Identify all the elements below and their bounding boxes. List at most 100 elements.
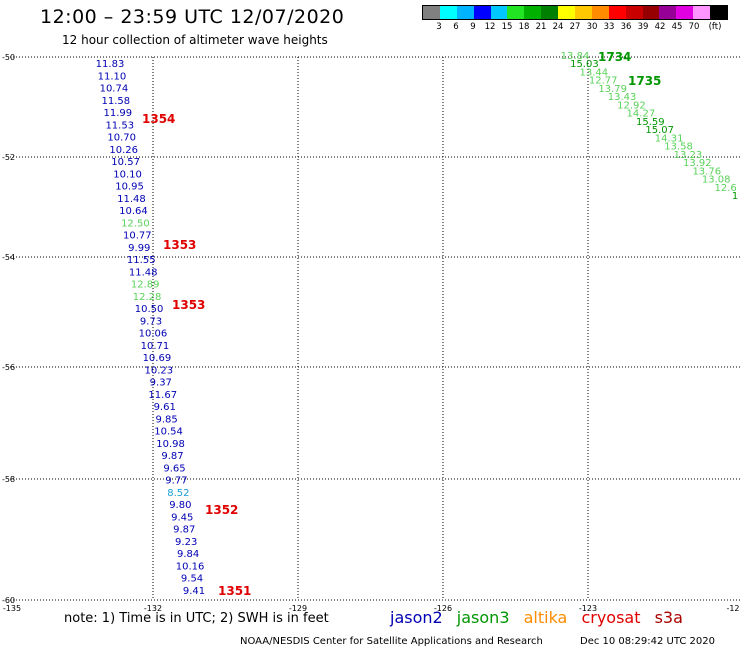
wave-height-label: 12.89 — [131, 280, 160, 291]
satellite-cryosat: cryosat — [581, 608, 641, 627]
wave-height-label: 10.23 — [145, 365, 174, 376]
wave-height-label: 11.67 — [148, 390, 177, 401]
legend-swatch — [490, 6, 508, 19]
satellite-altika: altika — [523, 608, 568, 627]
wave-height-label: 13.58 — [664, 142, 693, 153]
wave-height-label: 10.71 — [141, 341, 170, 352]
wave-height-label: 12.92 — [617, 100, 646, 111]
y-tick-label: -52 — [2, 153, 15, 162]
credit-text: NOAA/NESDIS Center for Satellite Applica… — [240, 636, 543, 647]
wave-height-label: 13.79 — [598, 84, 627, 95]
time-label: 1352 — [205, 503, 238, 517]
y-tick-label: -58 — [2, 475, 15, 484]
legend-label: 70 — [688, 22, 700, 32]
wave-height-label: 9.87 — [173, 525, 195, 536]
wave-height-label: 9.85 — [156, 414, 178, 425]
legend-swatch — [710, 6, 728, 19]
wave-height-label: 15.59 — [636, 117, 665, 128]
wave-height-label: 9.80 — [169, 500, 191, 511]
wave-height-label: 13.23 — [674, 150, 703, 161]
wave-height-label: 9.54 — [181, 574, 203, 585]
wave-height-label: 12.77 — [589, 76, 618, 87]
y-tick-label: -50 — [2, 53, 15, 62]
legend-swatch — [507, 6, 525, 19]
legend-label: 18 — [518, 22, 530, 32]
wave-height-label: 10.70 — [107, 133, 136, 144]
wave-height-label: 13.08 — [702, 175, 731, 186]
legend-label: 9 — [470, 22, 476, 32]
wave-height-label: 11.55 — [127, 255, 156, 266]
legend-label: 33 — [603, 22, 615, 32]
wave-height-label: 10.74 — [100, 84, 129, 95]
wave-height-label: 9.77 — [165, 476, 187, 487]
wave-height-label: 15.07 — [645, 125, 674, 136]
wave-height-label: 9.45 — [171, 512, 193, 523]
legend-swatch — [524, 6, 542, 19]
wave-height-label: 12.50 — [121, 218, 150, 229]
wave-height-label: 9.99 — [128, 243, 150, 254]
legend-swatch — [659, 6, 677, 19]
legend-swatch — [591, 6, 609, 19]
x-tick-label: -123 — [579, 604, 597, 613]
wave-height-label: 11.48 — [129, 267, 158, 278]
legend-label: 21 — [535, 22, 547, 32]
legend-swatch — [423, 6, 440, 19]
wave-height-label: 10.57 — [111, 157, 140, 168]
wave-height-label: 13.44 — [580, 67, 609, 78]
wave-height-label: 8.52 — [167, 488, 189, 499]
wave-height-label: 13.76 — [692, 166, 721, 177]
wave-height-label: 11.48 — [117, 194, 146, 205]
wave-height-label: 9.84 — [177, 549, 199, 560]
wave-height-label: 11.53 — [105, 120, 134, 131]
legend-swatch — [456, 6, 474, 19]
color-scale-legend: 3 6 9 12 15 18 21 24 27 30 33 36 39 42 45 70 (ft) — [422, 5, 740, 34]
legend-swatch — [575, 6, 592, 19]
time-label: 1353 — [172, 298, 205, 312]
x-tick-label: -135 — [3, 604, 21, 613]
satellite-jason2: jason2 — [390, 608, 443, 627]
wave-height-label: 12.6 — [714, 183, 736, 194]
wave-height-label: 1 — [732, 191, 738, 202]
wave-height-label: 14.27 — [627, 109, 656, 120]
wave-height-label: 9.37 — [150, 378, 172, 389]
wave-height-label: 11.83 — [96, 59, 125, 70]
legend-label: 12 — [484, 22, 496, 32]
time-label: 1354 — [142, 112, 175, 126]
legend-swatch — [676, 6, 694, 19]
wave-height-label: 10.64 — [119, 206, 148, 217]
wave-height-label: 9.65 — [163, 463, 185, 474]
wave-height-label: 10.98 — [156, 439, 185, 450]
legend-label: 36 — [620, 22, 632, 32]
note-text: note: 1) Time is in UTC; 2) SWH is in fe… — [64, 611, 329, 626]
y-tick-label: -60 — [2, 596, 15, 605]
time-label: 1351 — [218, 584, 251, 598]
legend-labels: 3 6 9 12 15 18 21 24 27 30 33 36 39 42 45 70 (ft) — [422, 20, 740, 34]
wave-height-label: 9.73 — [140, 316, 162, 327]
legend-label: 45 — [671, 22, 683, 32]
page-title: 12:00 – 23:59 UTC 12/07/2020 — [40, 6, 345, 28]
wave-height-label: 12.28 — [133, 292, 162, 303]
wave-height-label: 13.92 — [683, 158, 712, 169]
wave-height-label: 9.23 — [175, 537, 197, 548]
time-label: 1353 — [163, 238, 196, 252]
legend-swatch — [608, 6, 626, 19]
legend-swatch — [473, 6, 491, 19]
wave-height-label: 10.06 — [139, 329, 168, 340]
x-tick-label: -132 — [144, 604, 162, 613]
wave-height-label: 10.10 — [113, 169, 142, 180]
legend-label: 39 — [637, 22, 649, 32]
legend-swatch — [439, 6, 457, 19]
legend-swatch — [642, 6, 660, 19]
legend-swatch — [558, 6, 576, 19]
legend-label: 24 — [552, 22, 564, 32]
time-label: 1735 — [628, 74, 661, 88]
wave-height-label: 10.95 — [115, 182, 144, 193]
legend-label: 3 — [436, 22, 442, 32]
wave-height-label: 11.10 — [98, 71, 127, 82]
wave-height-label: 9.41 — [183, 586, 205, 597]
wave-height-label: 10.16 — [176, 561, 205, 572]
legend-swatch — [625, 6, 643, 19]
wave-height-label: 10.26 — [109, 145, 138, 156]
legend-label: 15 — [501, 22, 513, 32]
